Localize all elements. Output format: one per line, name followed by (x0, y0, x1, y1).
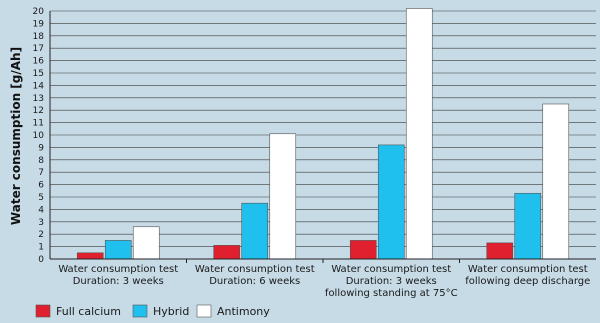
bar-antimony (269, 133, 297, 260)
legend: Full calcium Hybrid Antimony (35, 304, 270, 318)
bar-antimony (405, 8, 433, 260)
bar-hybrid (377, 144, 405, 260)
gridlines (50, 10, 596, 247)
y-tick-label: 0 (38, 255, 44, 265)
y-tick-label: 8 (38, 156, 44, 166)
category-label: Water consumption test Duration: 3 weeks f… (325, 264, 458, 299)
y-tick-label: 10 (33, 131, 45, 141)
y-tick-label: 13 (33, 94, 44, 104)
category-label: Water consumption test Duration: 3 weeks (58, 264, 178, 287)
y-tick-label: 17 (33, 44, 44, 54)
y-tick-label: 1 (38, 243, 44, 253)
legend-swatch (196, 304, 212, 318)
bar-full-calcium (213, 245, 241, 260)
y-tick-label: 5 (38, 193, 44, 203)
bar-full-calcium (76, 252, 104, 260)
y-tick-label: 9 (38, 143, 44, 153)
y-tick-label: 16 (33, 57, 45, 67)
legend-swatch (132, 304, 148, 318)
axes (49, 11, 596, 263)
y-tick-label: 4 (38, 205, 44, 215)
bar-antimony (542, 103, 570, 260)
y-tick-label: 2 (38, 230, 44, 240)
bar-antimony (132, 226, 160, 260)
legend-swatch (35, 304, 51, 318)
y-tick-label: 7 (38, 168, 44, 178)
bar-hybrid (241, 202, 269, 260)
legend-label: Full calcium (56, 305, 121, 318)
bar-full-calcium (349, 240, 377, 260)
y-tick-label: 18 (33, 32, 45, 42)
y-tick-label: 14 (33, 81, 45, 91)
category-label: Water consumption test Duration: 6 weeks (195, 264, 315, 287)
y-tick-label: 15 (33, 69, 44, 79)
y-tick-label: 19 (33, 19, 45, 29)
bars (76, 8, 570, 260)
y-tick-label: 3 (38, 218, 44, 228)
category-labels: Water consumption test Duration: 3 weeks W… (58, 264, 590, 299)
bar-hybrid (514, 192, 542, 260)
y-tick-label: 12 (33, 106, 44, 116)
legend-label: Antimony (217, 305, 270, 318)
y-axis-label: Water consumption [g/Ah] (9, 47, 23, 225)
bar-full-calcium (486, 242, 514, 260)
bar-hybrid (104, 240, 132, 260)
y-tick-label: 11 (33, 119, 44, 129)
legend-label: Hybrid (153, 305, 189, 318)
y-tick-label: 20 (33, 7, 45, 17)
category-label: Water consumption test following deep dis… (465, 264, 590, 287)
y-tick-label: 6 (38, 181, 44, 191)
